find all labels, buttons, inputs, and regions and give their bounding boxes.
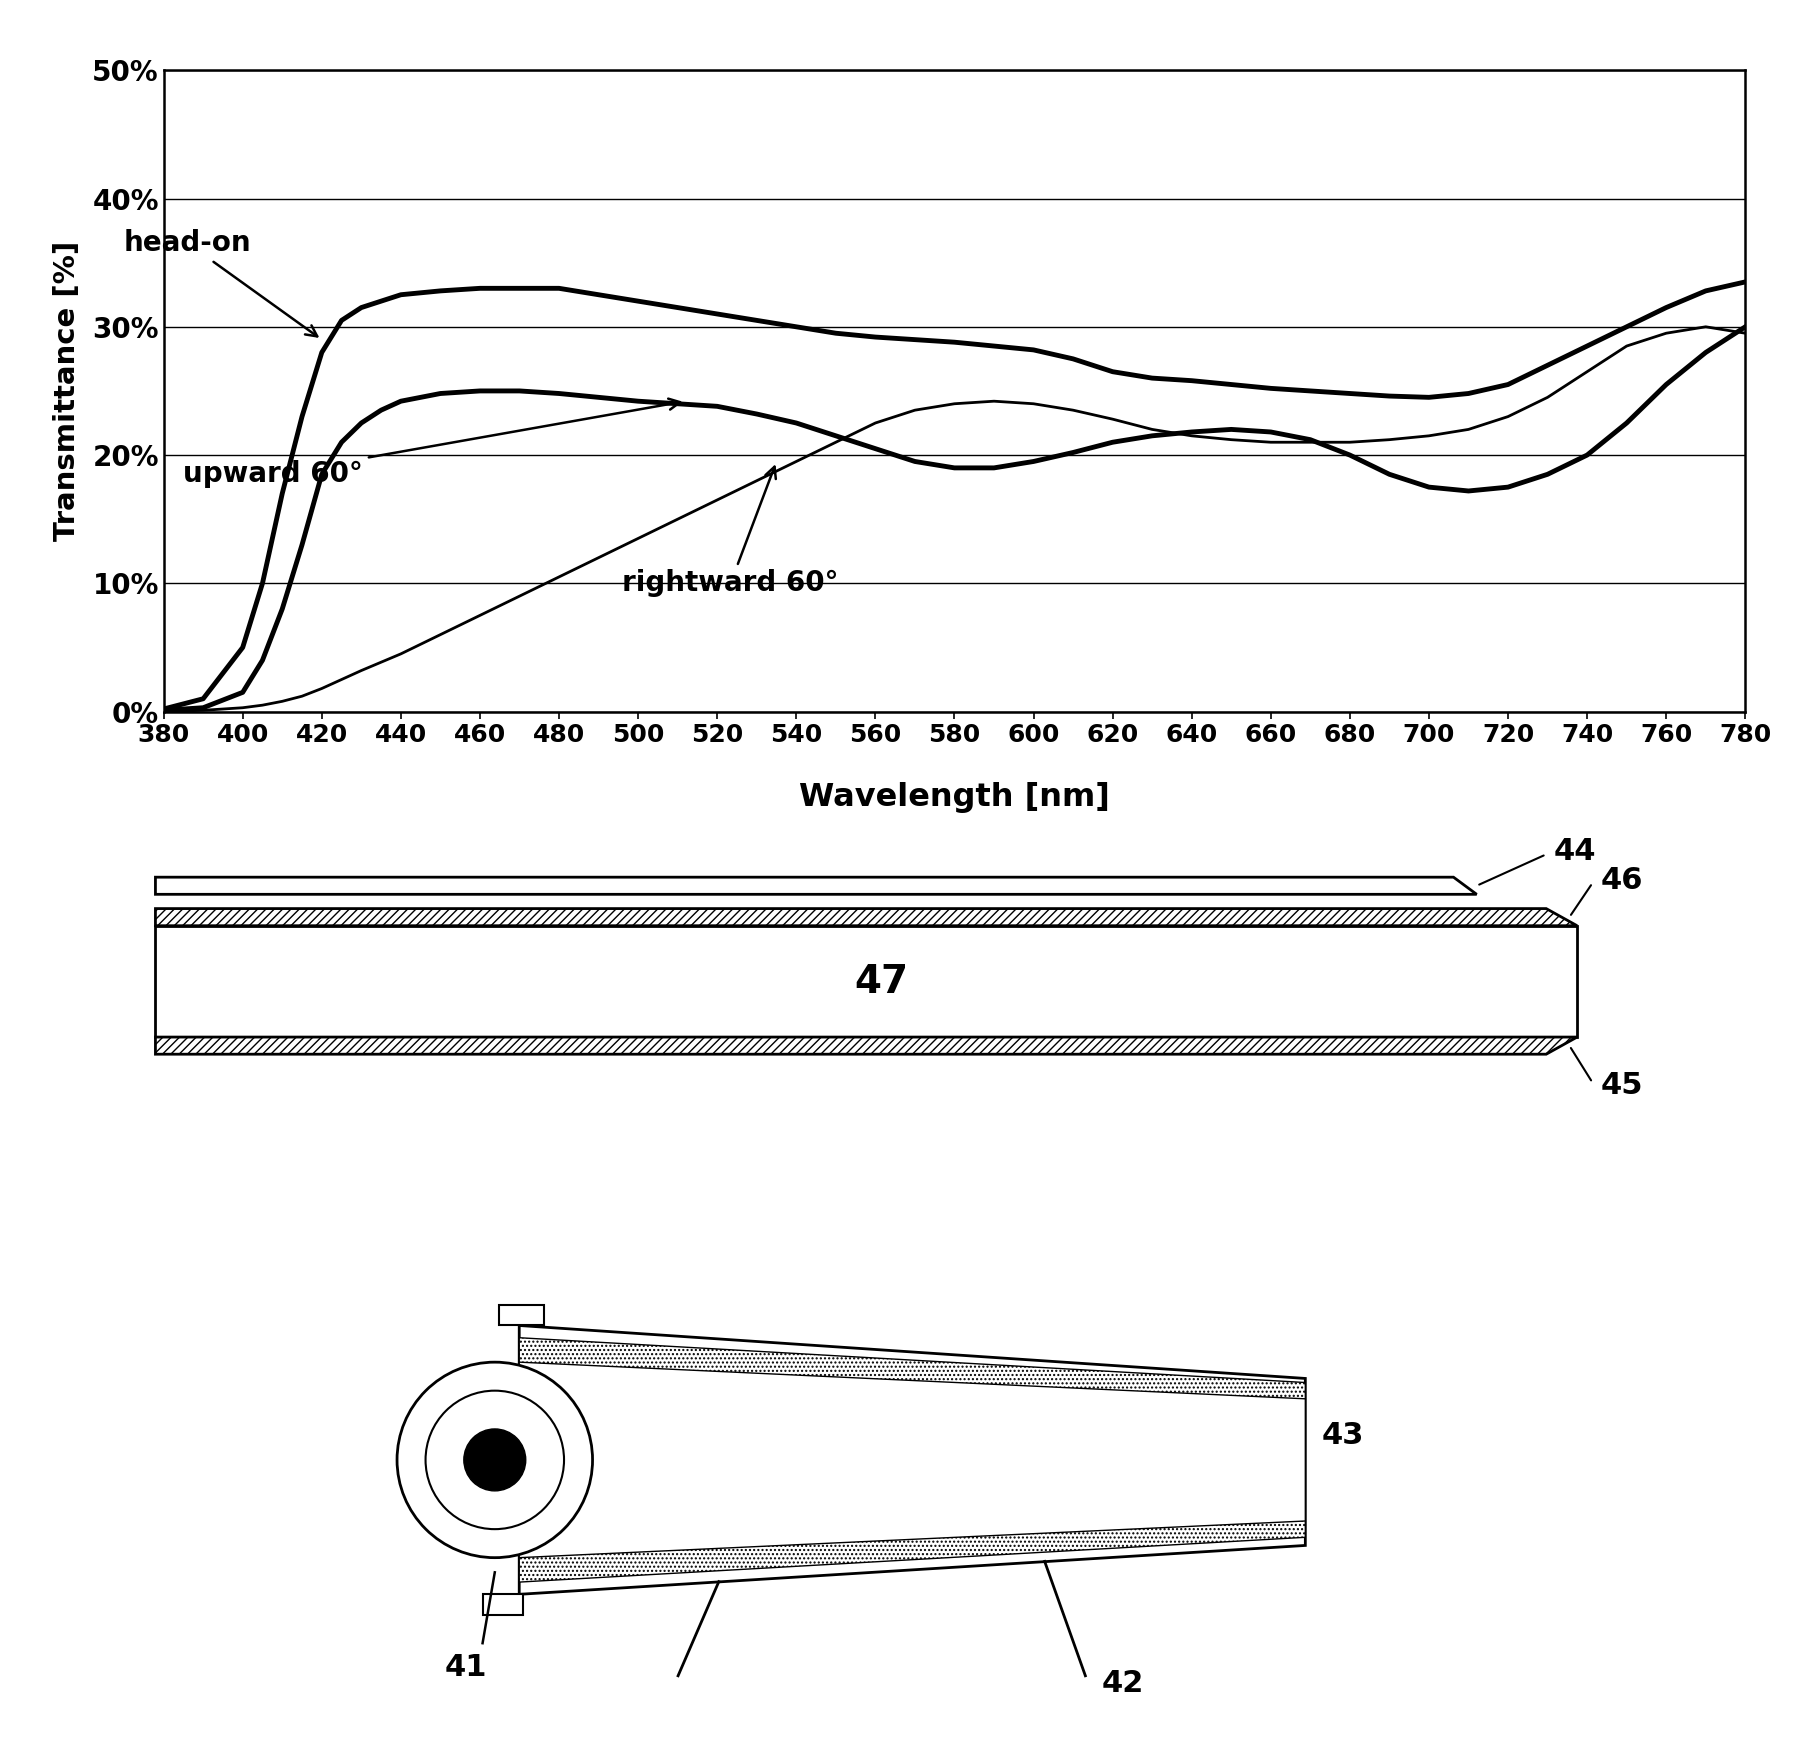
Text: 45: 45 [1600,1072,1643,1100]
Text: upward 60°: upward 60° [184,399,680,488]
Polygon shape [520,1362,1305,1558]
Polygon shape [155,908,1576,926]
Polygon shape [155,1037,1576,1054]
Text: Wavelength [nm]: Wavelength [nm] [800,782,1109,813]
Circle shape [398,1363,591,1557]
Polygon shape [155,926,1576,1037]
Text: 41: 41 [445,1653,487,1681]
Text: rightward 60°: rightward 60° [622,467,838,597]
Text: 47: 47 [854,963,909,1001]
Y-axis label: Transmittance [%]: Transmittance [%] [53,241,82,541]
Polygon shape [155,877,1476,894]
Text: head-on: head-on [124,230,318,336]
Text: 43: 43 [1322,1421,1364,1450]
Text: 44: 44 [1554,836,1596,866]
Text: 46: 46 [1600,866,1643,894]
Text: 42: 42 [1102,1669,1144,1699]
Polygon shape [482,1594,524,1615]
Polygon shape [498,1305,544,1325]
Circle shape [464,1428,525,1492]
Polygon shape [520,1325,1305,1594]
Polygon shape [520,1337,1305,1581]
